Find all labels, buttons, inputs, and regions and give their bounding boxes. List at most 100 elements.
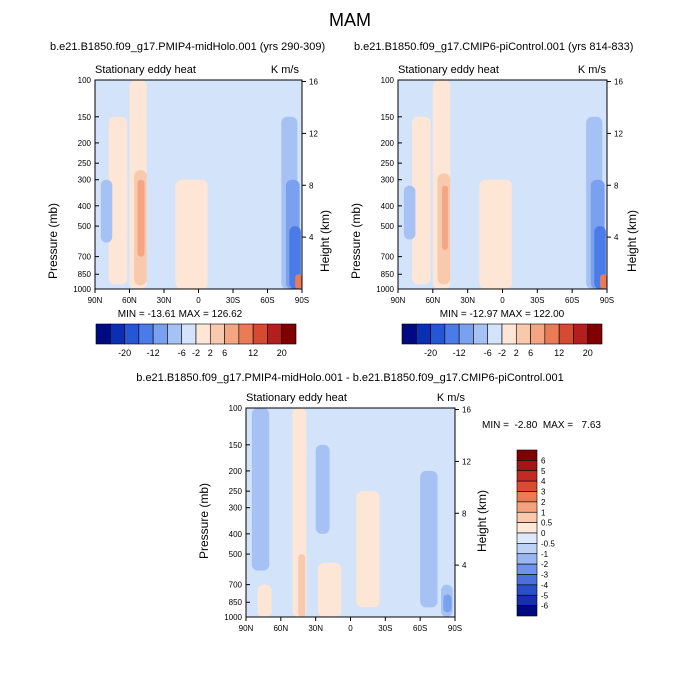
panel-3-colorbar-swatch-11	[516, 553, 538, 565]
panel-2-colorbar-label-8: 20	[583, 348, 593, 358]
panel-3-colorbar-swatch-15	[516, 594, 538, 606]
panel-3-x-tick-label-7: 90S	[448, 624, 462, 633]
panel-2-colorbar-swatch-5	[458, 323, 474, 345]
panel-2-chart: Stationary eddy heat K m/s Pressure (mb)…	[349, 64, 639, 320]
panel-1-y-right-tick-label-1: 16	[309, 78, 318, 87]
panel-3-plot: 100 150 200 250 300 400 500 700 850 1000 16 12 8 4 90N…	[224, 404, 471, 633]
panel-3-y-right-label: Height (km)	[475, 490, 489, 552]
panel-1-colorbar-label-2: -12	[147, 348, 160, 358]
panel-2-y-tick-label-2: 150	[381, 113, 395, 122]
panel-3-colorbar-label-3: 4	[541, 477, 546, 486]
panel-3-colorbar-swatch-10	[516, 543, 538, 555]
panel-1-y-tick-label-10: 1000	[73, 285, 91, 294]
panel-3-y-tick-label-6: 400	[229, 530, 243, 539]
panel-3-colorbar-label-2: 5	[541, 467, 546, 476]
panel-2-x-tick-label-2: 60N	[425, 296, 440, 305]
panel-3-y-tick-label-7: 500	[229, 550, 243, 559]
panel-3-colorbar-swatch-8	[516, 522, 538, 534]
panel-2-y-label: Pressure (mb)	[349, 203, 363, 279]
panel-1-colorbar-swatch-12	[252, 323, 268, 345]
panel-3-contour-region-6	[317, 562, 342, 617]
panel-1-plot: 100 150 200 250 300 400 500 700 850 1000 16 12 8 4 90N…	[73, 76, 318, 305]
panel-1-y-tick-label-2: 150	[78, 113, 92, 122]
panel-2-x-tick-label-6: 60S	[565, 296, 579, 305]
panel-1-colorbar-swatch-1	[95, 323, 111, 345]
panel-3-colorbar-label-8: 0	[541, 529, 546, 538]
panel-3-colorbar-swatch-7	[516, 511, 538, 523]
panel-3-colorbar-swatch-5	[516, 491, 538, 503]
panel-2-colorbar-swatch-8	[501, 323, 517, 345]
panel-1-contour-region-6	[175, 179, 208, 289]
panel-3-colorbar-label-5: 2	[541, 498, 546, 507]
panel-2-colorbar-swatch-12	[558, 323, 574, 345]
panel-3-chart: Stationary eddy heat K m/s Pressure (mb)…	[197, 392, 489, 633]
panel-2-x-tick-label-4: 0	[500, 296, 505, 305]
panel-3-x-tick-label-1: 90N	[239, 624, 254, 633]
panel-2-contour-region-4	[442, 185, 448, 250]
panel-1-y-tick-label-4: 250	[78, 159, 92, 168]
panel-3-y-tick-label-3: 200	[229, 467, 243, 476]
panel-2-colorbar-label-2: -12	[453, 348, 466, 358]
panel-3-colorbar-swatch-1	[516, 449, 538, 461]
panel-3-colorbar-swatch-4	[516, 480, 538, 492]
panel-1-colorbar: -20 -12 -6 -2 2 6 12 20	[95, 323, 297, 358]
panel-2-colorbar-swatch-1	[401, 323, 417, 345]
panel-1-subtitle-left: Stationary eddy heat	[95, 64, 196, 76]
panel-3-colorbar-swatch-14	[516, 584, 538, 596]
panel-1-contour-region-4	[137, 179, 145, 257]
panel-3-stats: MIN = -2.80 MAX = 7.63	[482, 420, 601, 431]
panel-3-y-tick-label-2: 150	[229, 441, 243, 450]
panel-1-y-tick-label-3: 200	[78, 139, 92, 148]
panel-2-colorbar: -20 -12 -6 -2 2 6 12 20	[401, 323, 603, 358]
panel-2-colorbar-swatch-3	[430, 323, 446, 345]
panel-1-y-tick-label-8: 700	[78, 253, 92, 262]
panel-1-y-right-tick-label-4: 4	[309, 233, 314, 242]
panel-3-y-tick-label-9: 850	[229, 598, 243, 607]
panel-2-colorbar-swatch-13	[573, 323, 589, 345]
panel-3-subtitle-left: Stationary eddy heat	[246, 392, 347, 404]
panel-2-stats: MIN = -12.97 MAX = 122.00	[440, 309, 565, 320]
panel-2-colorbar-swatch-7	[487, 323, 503, 345]
panel-2-colorbar-swatch-9	[515, 323, 531, 345]
panel-2-x-tick-label-5: 30S	[530, 296, 544, 305]
panel-3-colorbar-label-6: 1	[541, 508, 546, 517]
panel-2-y-tick-label-9: 850	[381, 270, 395, 279]
panel-1-x-tick-label-3: 30N	[157, 296, 172, 305]
panel-3-y-tick-label-8: 700	[229, 581, 243, 590]
panel-2-x-tick-label-1: 90N	[391, 296, 406, 305]
panel-3-y-right-tick-label-4: 4	[462, 561, 467, 570]
panel-3-y-right-tick-label-2: 12	[462, 457, 471, 466]
panel-2-colorbar-label-5: 2	[514, 348, 519, 358]
panel-2-contour-region-1	[411, 116, 431, 285]
panel-1-y-label: Pressure (mb)	[46, 203, 60, 279]
panel-3-colorbar-swatch-12	[516, 563, 538, 575]
panel-3-colorbar-swatch-3	[516, 470, 538, 482]
panel-2-y-tick-label-6: 400	[381, 202, 395, 211]
panel-3-colorbar-swatch-16	[516, 605, 538, 617]
panel-2-colorbar-label-4: -2	[498, 348, 506, 358]
panel-1-colorbar-swatch-11	[238, 323, 254, 345]
panel-1-x-tick-label-2: 60N	[122, 296, 137, 305]
panel-3-x-tick-label-3: 30N	[308, 624, 323, 633]
panel-1-contour-region-10	[295, 274, 302, 289]
panel-1-contour-region-5	[100, 179, 113, 243]
panel-1-stats: MIN = -13.61 MAX = 126.62	[118, 309, 243, 320]
panel-1-colorbar-label-8: 20	[277, 348, 287, 358]
panel-3-x-tick-label-5: 30S	[378, 624, 392, 633]
panel-3-contour-region-10	[443, 594, 452, 613]
panel-2-title: b.e21.B1850.f09_g17.CMIP6-piControl.001 …	[354, 41, 634, 53]
panel-3-y-tick-label-10: 1000	[224, 613, 242, 622]
panel-3-y-right-tick-label-1: 16	[462, 406, 471, 415]
panel-2-y-right-tick-label-1: 16	[614, 78, 623, 87]
panel-2-y-right-tick-label-3: 8	[614, 181, 619, 190]
panel-1-x-tick-label-4: 0	[196, 296, 201, 305]
panel-2-y-tick-label-3: 200	[381, 139, 395, 148]
panel-1-colorbar-swatch-2	[109, 323, 125, 345]
panel-3-y-label: Pressure (mb)	[197, 483, 211, 559]
panel-3-contour-region-8	[420, 470, 438, 608]
panel-2-y-tick-label-10: 1000	[376, 285, 394, 294]
panel-2-plot: 100 150 200 250 300 400 500 700 850 1000 16 12 8 4 90N…	[376, 76, 623, 305]
panel-1-colorbar-swatch-10	[224, 323, 240, 345]
panel-1-colorbar-swatch-9	[209, 323, 225, 345]
panel-1-y-tick-label-6: 400	[78, 202, 92, 211]
